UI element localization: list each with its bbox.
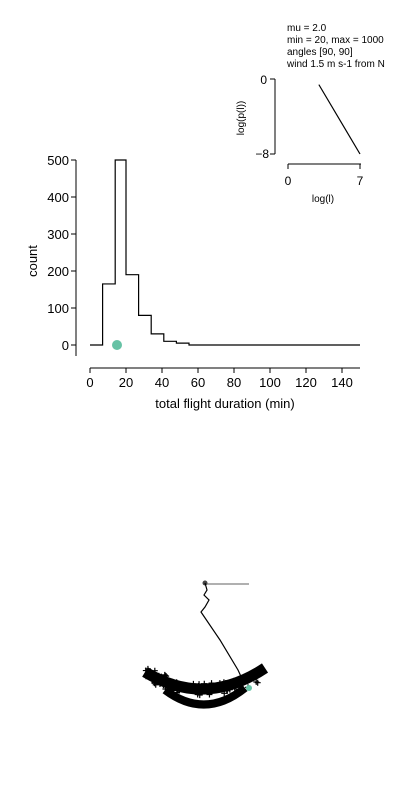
track-point-marker — [169, 686, 176, 693]
track-point-marker — [208, 680, 215, 687]
track-point-marker — [221, 690, 228, 697]
histogram-plot: 0 100 200 300 400 500 0 20 40 60 80 100 120 140 coun… — [25, 153, 360, 411]
x-tick-label: 120 — [295, 375, 317, 390]
track-cluster-points — [142, 665, 263, 699]
track-point-marker — [169, 678, 176, 685]
end-point — [246, 685, 252, 691]
x-axis-label: total flight duration (min) — [155, 396, 294, 411]
y-tick-label: 500 — [47, 153, 69, 168]
track-point-marker — [144, 665, 151, 672]
track-point-marker — [160, 682, 167, 689]
flight-track-plot — [142, 580, 269, 709]
y-tick-label: 0 — [62, 338, 69, 353]
x-tick-label: 40 — [155, 375, 169, 390]
inset-series-line — [318, 84, 361, 155]
inset-x-axis-label: log(l) — [312, 194, 334, 205]
y-ticks: 0 100 200 300 400 500 — [47, 153, 76, 353]
track-point-marker — [249, 672, 256, 679]
track-point-marker — [212, 686, 219, 693]
x-tick-label: 20 — [119, 375, 133, 390]
info-text-block: mu = 2.0 min = 20, max = 1000 angles [90… — [286, 23, 385, 70]
y-tick-label: 300 — [47, 227, 69, 242]
x-tick-label: 0 — [86, 375, 93, 390]
flight-track-line — [200, 582, 245, 684]
inset-x-tick-label: 0 — [285, 174, 292, 188]
track-point-marker — [216, 680, 223, 687]
x-tick-label: 100 — [259, 375, 281, 390]
info-line-minmax: min = 20, max = 1000 — [287, 35, 384, 46]
track-point-marker — [143, 673, 150, 680]
x-tick-label: 80 — [227, 375, 241, 390]
track-point-marker — [254, 679, 261, 686]
mean-marker — [112, 340, 122, 350]
y-tick-label: 200 — [47, 264, 69, 279]
track-point-marker — [236, 675, 243, 682]
y-axis-label: count — [25, 245, 40, 277]
track-point-marker — [196, 692, 203, 699]
inset-y-tick-label: −8 — [255, 147, 269, 161]
x-tick-label: 60 — [191, 375, 205, 390]
track-point-marker — [199, 685, 206, 692]
track-point-marker — [174, 689, 181, 696]
inset-loglog-plot: 0 −8 0 7 log(l) log(p(l)) — [236, 73, 364, 205]
inset-y-axis-label: log(p(l)) — [236, 101, 247, 135]
track-point-marker — [175, 683, 182, 690]
track-point-marker — [231, 684, 238, 691]
info-line-mu: mu = 2.0 — [287, 23, 327, 34]
y-tick-label: 400 — [47, 190, 69, 205]
track-point-marker — [157, 680, 164, 687]
track-point-marker — [161, 671, 168, 678]
inset-y-tick-label: 0 — [260, 73, 267, 87]
x-tick-label: 140 — [331, 375, 353, 390]
track-point-marker — [151, 667, 158, 674]
track-point-marker — [180, 682, 187, 689]
track-point-marker — [162, 685, 169, 692]
x-ticks: 0 20 40 60 80 100 120 140 — [86, 368, 353, 390]
track-point-marker — [231, 677, 238, 684]
info-line-angles: angles [90, 90] — [287, 47, 353, 58]
track-point-marker — [206, 691, 213, 698]
track-point-marker — [226, 686, 233, 693]
track-point-marker — [152, 681, 159, 688]
track-point-marker — [207, 684, 214, 691]
track-point-marker — [243, 673, 250, 680]
track-point-marker — [158, 673, 165, 680]
track-point-marker — [253, 678, 260, 685]
info-line-wind: wind 1.5 m s-1 from N — [286, 59, 385, 70]
track-point-marker — [149, 671, 156, 678]
track-cluster-inner — [162, 684, 248, 709]
track-point-marker — [201, 680, 208, 687]
track-point-marker — [222, 681, 229, 688]
histogram-step-line — [90, 159, 360, 346]
inset-x-tick-label: 7 — [357, 174, 364, 188]
track-point-marker — [190, 680, 197, 687]
y-tick-label: 100 — [47, 301, 69, 316]
track-point-marker — [256, 669, 263, 676]
